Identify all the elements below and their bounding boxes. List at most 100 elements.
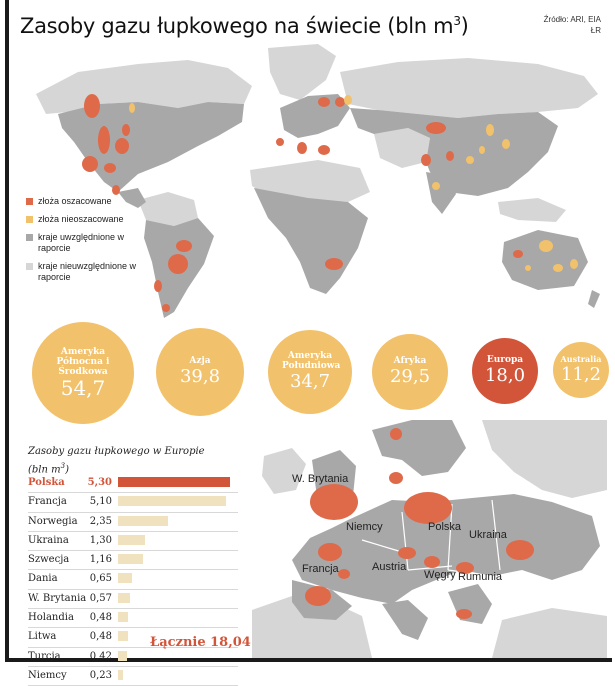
region-label: Australia [560,354,602,364]
legend-label: złoża nieoszacowane [38,214,124,224]
bar-value-label: 0,42 [89,650,112,662]
europe-map: W. Brytania Niemcy Polska Ukraina Francj… [252,420,607,658]
bar [118,573,132,584]
region-value: 34,7 [289,371,331,392]
label-austria: Austria [372,561,407,573]
bar [118,554,143,565]
bar-value-label: 0,57 [89,592,112,604]
bar [118,477,230,487]
bar-category-label: Norwegia [28,515,78,527]
deposit-north [389,472,403,484]
deposit-spain [305,586,331,606]
legend-item-not-estimated: złoża nieoszacowane [26,214,148,225]
label-hungary: Węgry [424,569,456,581]
eu-borders [361,499,501,577]
deposit-germany-south [398,547,416,559]
bar-value-label: 0,48 [89,612,112,624]
region-label: Afryka [393,356,427,366]
bar-category-label: W. Brytania [28,592,87,604]
bar-row: Ukraina 1,30 [28,532,238,552]
bar-row: Francja 5,10 [28,493,238,513]
legend-swatch [26,198,33,205]
region-label: Europa [486,355,524,365]
bar [118,612,129,623]
region-label: Ameryka Północna i Środkowa [56,347,110,377]
deposit-france-north [318,543,342,561]
bar-value-label: 2,35 [89,515,112,527]
bar-row: W. Brytania 0,57 [28,590,238,610]
frame-bottom-rule [5,658,612,662]
bar-row: Norwegia 2,35 [28,513,238,532]
legend-item-not-included: kraje nieuwzględnione w raporcie [26,261,148,283]
bar [118,631,129,642]
legend-label: złoża oszacowane [38,196,112,206]
region-bubble: Azja 39,8 [156,328,244,416]
bar-category-label: Ukraina [28,534,69,546]
deposit-hungary [424,556,440,568]
bar-value-label: 0,48 [89,631,112,643]
bar-category-label: Szwecja [28,554,70,566]
region-value: 39,8 [179,366,221,387]
deposit-romania [456,562,474,574]
legend-swatch [26,263,33,270]
legend-label: kraje uwzględnione w raporcie [38,232,125,253]
bar-row: Szwecja 1,16 [28,551,238,571]
bar-category-label: Dania [28,573,58,585]
bar-value-label: 1,30 [89,534,112,546]
legend-swatch [26,234,33,241]
bar-row: Turcja 0,42 [28,648,238,667]
region-bubble: Ameryka Północna i Środkowa 54,7 [32,322,134,424]
deposit-poland [404,492,452,524]
bar-category-label: Turcja [28,650,61,662]
region-bubble: Afryka 29,5 [372,334,448,410]
region-bubble: Ameryka Południowa 34,7 [268,330,352,414]
bar-row: Litwa 0,48 [28,628,238,648]
bar-value-label: 1,16 [89,554,112,566]
label-uk: W. Brytania [292,473,349,485]
label-poland: Polska [428,521,462,533]
legend-label: kraje nieuwzględnione w raporcie [38,261,137,282]
region-value: 11,2 [560,364,602,385]
region-bubble: Europa 18,0 [472,338,538,404]
bar-category-label: Polska [28,477,65,488]
region-value: 18,0 [484,365,526,386]
bar [118,650,127,661]
label-ukraine: Ukraina [469,529,508,541]
legend-item-estimated: złoża oszacowane [26,196,148,207]
deposit-balkans [456,609,472,619]
region-value: 54,7 [60,376,106,400]
bar-row: Polska 5,30 [28,474,238,494]
bar [118,496,226,507]
page-title: Zasoby gazu łupkowego na świecie (bln m3… [20,14,469,38]
bar-category-label: Holandia [28,612,74,624]
legend-swatch [26,216,33,223]
region-bubbles: Ameryka Północna i Środkowa 54,7 Azja 39… [0,320,615,425]
region-bubble: Australia 11,2 [553,342,609,398]
deposit-ukraine [506,540,534,560]
bar-value-label: 0,23 [89,669,112,681]
eu-deposits [305,428,534,619]
bar-row: Niemcy 0,23 [28,667,238,686]
source-note: Źródło: ARI, EIA ŁR [543,15,601,35]
label-france: Francja [302,563,340,575]
bar-row: Holandia 0,48 [28,609,238,629]
label-germany: Niemcy [346,521,383,533]
region-label: Ameryka Południowa [282,351,341,371]
bar [118,515,168,526]
bar-value-label: 5,10 [89,496,112,508]
bar-value-label: 5,30 [87,477,112,488]
deposit-scandinavia [390,428,402,440]
deposit-france-east [338,569,350,579]
label-romania: Rumunia [458,571,503,583]
europe-bar-chart: Polska 5,30 Francja 5,10 Norwegia 2,35 Ukraina… [28,474,238,686]
legend-item-included: kraje uwzględnione w raporcie [26,232,148,254]
deposits-estimated [82,94,523,312]
bar-category-label: Litwa [28,631,57,643]
bar [118,669,123,680]
total-label: Łącznie 18,04 [150,635,251,650]
eu-land-not-included [252,420,607,658]
europe-chart-title: Zasoby gazu łupkowego w Europie (bln m3) [28,446,205,476]
deposits-not-estimated [129,95,578,272]
frame-left-rule [5,0,9,662]
bar-value-label: 0,65 [89,573,112,585]
